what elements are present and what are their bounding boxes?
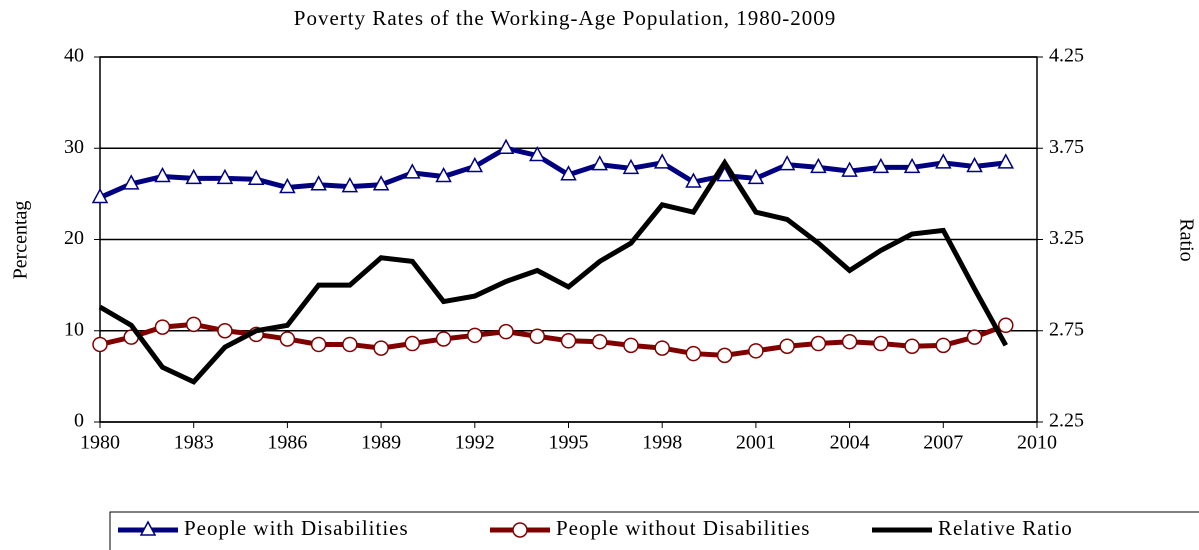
x-tick-label: 2001 bbox=[736, 432, 776, 454]
marker bbox=[512, 522, 528, 538]
y2-tick-label: 4.25 bbox=[1049, 45, 1084, 67]
x-tick-label: 1980 bbox=[80, 432, 120, 454]
marker bbox=[966, 329, 983, 345]
marker bbox=[716, 347, 733, 364]
marker bbox=[529, 145, 546, 162]
marker bbox=[217, 323, 233, 339]
marker bbox=[185, 168, 202, 185]
series-line bbox=[98, 158, 1008, 385]
legend-label: Relative Ratio bbox=[938, 516, 1073, 540]
marker bbox=[903, 157, 921, 174]
x-tick-label: 1998 bbox=[642, 432, 682, 454]
marker bbox=[404, 335, 421, 352]
legend-box bbox=[109, 511, 1199, 550]
marker bbox=[341, 176, 359, 193]
marker bbox=[997, 153, 1015, 169]
y2-tick-label: 2.75 bbox=[1049, 318, 1084, 340]
marker bbox=[685, 345, 702, 362]
marker bbox=[279, 177, 296, 194]
x-tick-label: 1986 bbox=[267, 432, 307, 454]
series-line bbox=[98, 145, 1007, 200]
marker bbox=[904, 338, 920, 355]
x-tick-label: 2007 bbox=[923, 432, 963, 454]
marker bbox=[778, 155, 796, 171]
legend-label: People without Disabilities bbox=[556, 516, 810, 540]
x-tick-label: 2010 bbox=[1017, 432, 1057, 454]
marker bbox=[779, 338, 795, 355]
y2-tick-label: 2.25 bbox=[1049, 410, 1084, 432]
marker bbox=[435, 331, 452, 347]
marker bbox=[404, 163, 421, 179]
y-tick-label: 30 bbox=[64, 136, 84, 158]
marker bbox=[748, 343, 764, 359]
marker bbox=[139, 520, 157, 536]
marker bbox=[747, 168, 765, 185]
marker bbox=[998, 317, 1014, 334]
marker bbox=[560, 333, 577, 349]
marker bbox=[185, 316, 202, 333]
marker bbox=[92, 336, 108, 353]
marker bbox=[91, 187, 109, 204]
marker bbox=[529, 328, 546, 344]
marker bbox=[247, 169, 265, 186]
y-tick-label: 0 bbox=[74, 410, 84, 432]
marker bbox=[966, 156, 983, 173]
marker bbox=[623, 337, 639, 354]
y-axis-label: Percentag bbox=[10, 201, 32, 280]
x-tick-label: 1989 bbox=[361, 432, 401, 454]
x-tick-label: 2004 bbox=[830, 432, 870, 454]
marker bbox=[216, 168, 234, 185]
x-tick-label: 1995 bbox=[549, 432, 589, 454]
marker bbox=[935, 337, 952, 354]
marker bbox=[342, 336, 358, 353]
marker bbox=[622, 158, 640, 175]
y2-axis-label: Ratio bbox=[1175, 218, 1197, 261]
x-tick-label: 1983 bbox=[174, 432, 214, 454]
marker bbox=[841, 161, 858, 177]
marker bbox=[591, 333, 608, 350]
y-tick-label: 20 bbox=[64, 227, 84, 249]
marker bbox=[154, 166, 171, 183]
y2-tick-label: 3.75 bbox=[1049, 136, 1084, 158]
marker bbox=[435, 166, 452, 183]
chart-title: Poverty Rates of the Working-Age Populat… bbox=[294, 6, 836, 30]
marker bbox=[497, 138, 515, 154]
marker bbox=[498, 323, 514, 340]
marker bbox=[467, 327, 483, 344]
marker bbox=[810, 335, 827, 352]
marker bbox=[466, 156, 484, 173]
y2-tick-label: 3.25 bbox=[1049, 227, 1084, 249]
marker bbox=[872, 157, 890, 174]
x-tick-label: 1992 bbox=[455, 432, 495, 454]
marker bbox=[653, 153, 671, 169]
marker bbox=[716, 166, 733, 182]
marker bbox=[873, 335, 889, 352]
marker bbox=[935, 153, 952, 169]
marker bbox=[560, 165, 577, 181]
legend: People with Disabilities People without D… bbox=[118, 516, 1073, 540]
marker bbox=[373, 340, 389, 356]
marker bbox=[654, 340, 670, 356]
marker bbox=[372, 175, 390, 191]
marker bbox=[154, 319, 171, 335]
marker bbox=[310, 336, 327, 353]
legend-label: People with Disabilities bbox=[184, 516, 409, 540]
marker bbox=[279, 331, 296, 347]
y-tick-label: 40 bbox=[64, 45, 84, 67]
marker bbox=[810, 157, 827, 174]
marker bbox=[310, 175, 327, 191]
plot-area bbox=[99, 56, 1038, 423]
marker bbox=[841, 333, 858, 350]
marker bbox=[591, 155, 608, 171]
marker bbox=[122, 174, 140, 190]
y-tick-label: 10 bbox=[64, 318, 84, 340]
marker bbox=[685, 172, 702, 188]
